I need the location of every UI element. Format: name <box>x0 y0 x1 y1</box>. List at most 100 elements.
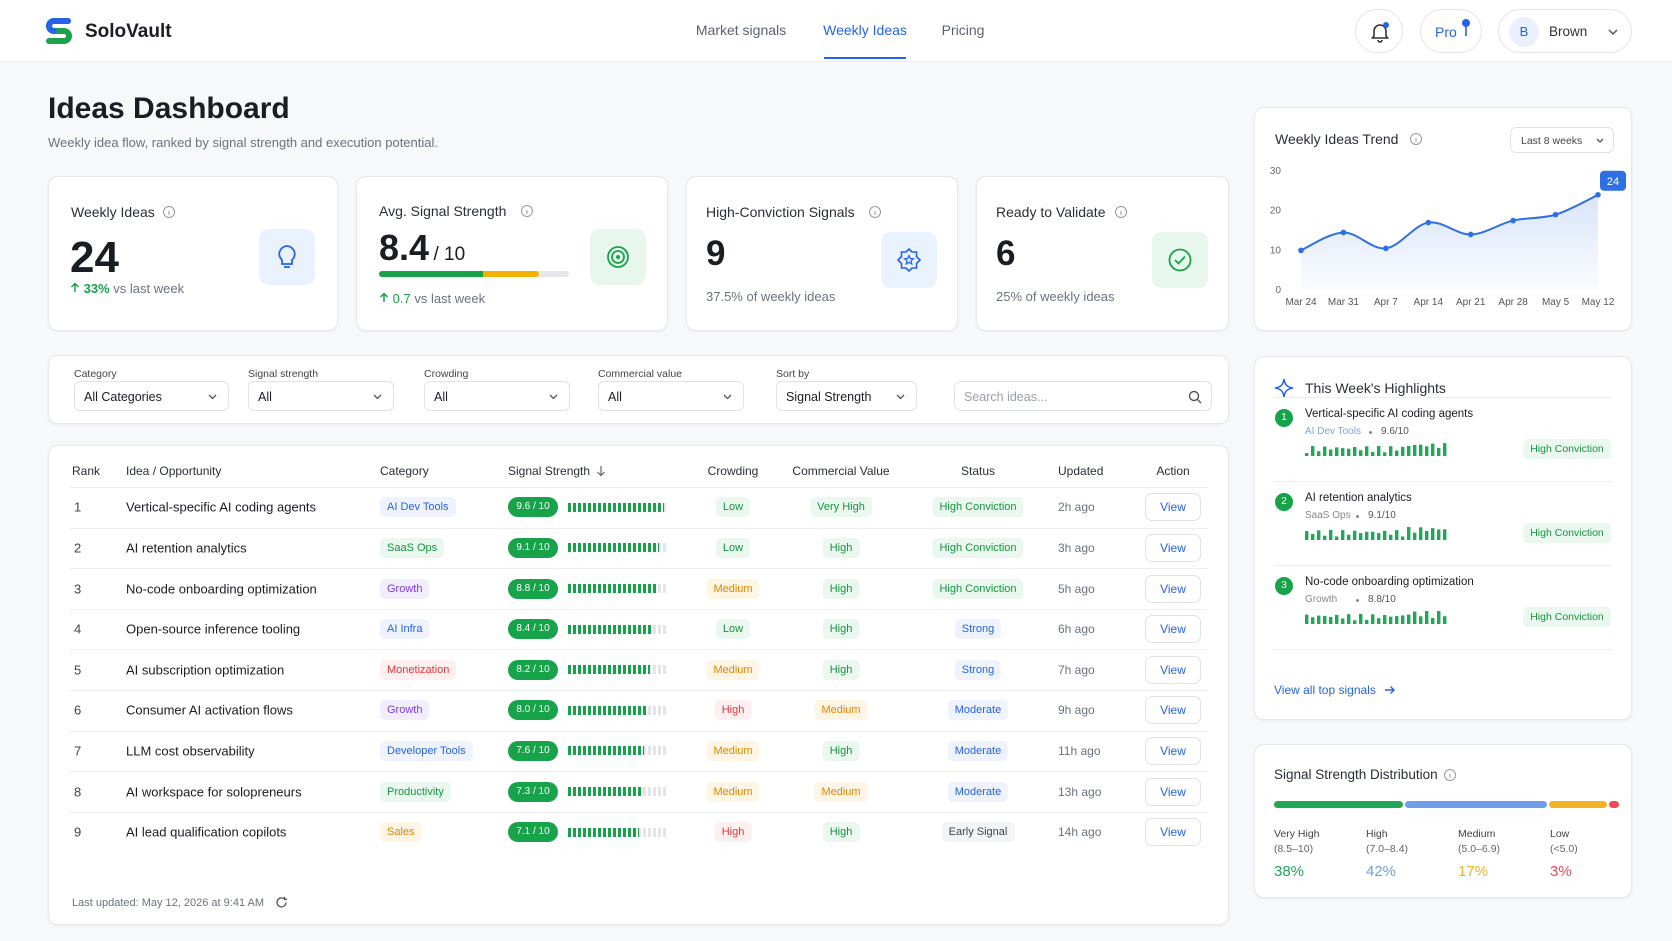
spark-bar <box>1383 452 1387 456</box>
x-tick-label: Mar 31 <box>1328 297 1360 308</box>
view-all-link[interactable]: View all top signals <box>1274 683 1396 697</box>
icon-box <box>590 229 646 285</box>
view-button[interactable]: View <box>1145 818 1201 847</box>
rank: 1 <box>74 499 82 515</box>
check-icon <box>1168 248 1192 272</box>
chevron-path <box>723 394 732 400</box>
filter-select[interactable]: Signal Strength <box>776 381 917 411</box>
updated: 9h ago <box>1058 703 1095 718</box>
plan-button[interactable]: Pro <box>1420 9 1482 53</box>
filter-select[interactable]: All Categories <box>74 381 229 411</box>
updated: 2h ago <box>1058 500 1095 515</box>
nav-link-active[interactable]: Weekly Ideas <box>823 22 907 38</box>
trend-chart: 0 10 20 30 Mar 24 Mar 31 Apr 7 Apr 14 Apr 21 Apr … <box>1270 166 1626 308</box>
score-pill: 8.8 / 10 <box>508 578 558 599</box>
column-header: Idea / Opportunity <box>126 464 222 478</box>
nav-link[interactable]: Pricing <box>941 22 985 38</box>
score-bar <box>568 584 656 593</box>
x-tick-label: May 5 <box>1542 297 1570 308</box>
divider <box>1274 481 1612 482</box>
updated: 13h ago <box>1058 784 1102 799</box>
spark-bar <box>1323 535 1327 540</box>
spark-bar <box>1317 615 1321 624</box>
rank: 3 <box>74 581 82 596</box>
kpi-value: 9 <box>706 234 726 273</box>
score-pill: 8.2 / 10 <box>508 659 558 680</box>
search-box[interactable]: Search ideas... <box>954 381 1212 411</box>
score-pill: 9.6 / 10 <box>508 497 558 518</box>
view-button[interactable]: View <box>1145 696 1201 725</box>
notifications-button[interactable] <box>1355 9 1403 53</box>
highlight-title: No-code onboarding optimization <box>1305 576 1474 588</box>
separator-dot <box>1356 599 1359 602</box>
info-icon <box>163 206 175 218</box>
crowding-tag: Medium <box>706 578 760 599</box>
chevron-path <box>549 394 558 400</box>
highlight-category: AI Dev Tools <box>1305 426 1361 437</box>
range-dropdown[interactable]: Last 8 weeks <box>1510 127 1614 153</box>
filter-select[interactable]: All <box>424 381 570 411</box>
idea-name: No-code onboarding optimization <box>126 581 317 596</box>
category-tag: Growth <box>380 700 430 721</box>
commercial-tag: High <box>822 578 860 599</box>
rank-badge: 3 <box>1275 577 1293 595</box>
column-header: Category <box>380 464 429 478</box>
view-button[interactable]: View <box>1145 574 1201 603</box>
spark-bar <box>1359 614 1363 624</box>
point <box>1595 192 1601 198</box>
segment-percent: 42% <box>1366 863 1397 880</box>
view-button[interactable]: View <box>1145 736 1201 765</box>
updated: 5h ago <box>1058 581 1095 596</box>
status-tag: Moderate <box>947 740 1009 761</box>
row-divider <box>69 690 1208 691</box>
divider <box>1274 397 1612 398</box>
highlight-category: SaaS Ops <box>1305 510 1351 521</box>
highlight-category: Growth <box>1305 594 1338 605</box>
category-tag: Productivity <box>380 781 451 802</box>
kpi-value: 24 <box>70 233 119 282</box>
trend-card: Weekly Ideas Trend Last 8 weeks 0 10 20 30 M… <box>1254 107 1632 331</box>
view-button[interactable]: View <box>1145 655 1201 684</box>
commercial-tag: Medium <box>814 700 868 721</box>
view-button[interactable]: View <box>1145 777 1201 806</box>
brand: SoloVault <box>85 21 172 42</box>
commercial-tag: High <box>822 619 860 640</box>
row-divider <box>69 730 1208 732</box>
spark-bar <box>1443 443 1447 456</box>
view-button[interactable]: View <box>1145 615 1201 644</box>
kpi-card: Avg. Signal Strength 8.4 / 10 0.7 vs las… <box>356 176 668 331</box>
spark-bar <box>1317 451 1321 456</box>
ideas-table: Last updated: May 12, 2026 at 9:41 AM Ra… <box>48 445 1229 925</box>
sort-arrow <box>597 466 605 477</box>
score-track <box>568 543 668 553</box>
spark-bar <box>1347 614 1351 624</box>
refresh-icon[interactable] <box>275 896 288 909</box>
up-arrow <box>379 292 389 302</box>
spark-bar <box>1389 534 1393 540</box>
spark-bar <box>1419 444 1423 456</box>
last-updated: Last updated: May 12, 2026 at 9:41 AM <box>72 897 265 909</box>
score-track <box>568 705 668 715</box>
kpi-suffix: / 10 <box>433 244 466 265</box>
nav-link[interactable]: Market signals <box>695 22 787 38</box>
score-pill: 7.6 / 10 <box>508 740 558 761</box>
row-divider <box>69 649 1208 651</box>
filter-select[interactable]: All <box>598 381 744 411</box>
column-header: Status <box>960 464 996 478</box>
chevron-icon <box>896 394 905 400</box>
spark-bar <box>1371 531 1375 540</box>
filter-select[interactable]: All <box>248 381 394 411</box>
page-title: Ideas Dashboard <box>48 92 290 125</box>
line <box>1300 193 1599 252</box>
view-button[interactable]: View <box>1145 533 1201 562</box>
search-icon <box>1188 390 1202 404</box>
info-icon <box>1410 133 1422 145</box>
score-pill: 7.3 / 10 <box>508 781 558 802</box>
chevron-icon <box>208 394 217 400</box>
separator-dot <box>1369 431 1372 434</box>
kpi-label: High-Conviction Signals <box>706 204 855 220</box>
segment-range: (8.5–10) <box>1274 843 1314 855</box>
spark-bar <box>1407 527 1411 540</box>
view-button[interactable]: View <box>1145 493 1201 522</box>
user-menu[interactable]: B Brown <box>1498 9 1632 53</box>
